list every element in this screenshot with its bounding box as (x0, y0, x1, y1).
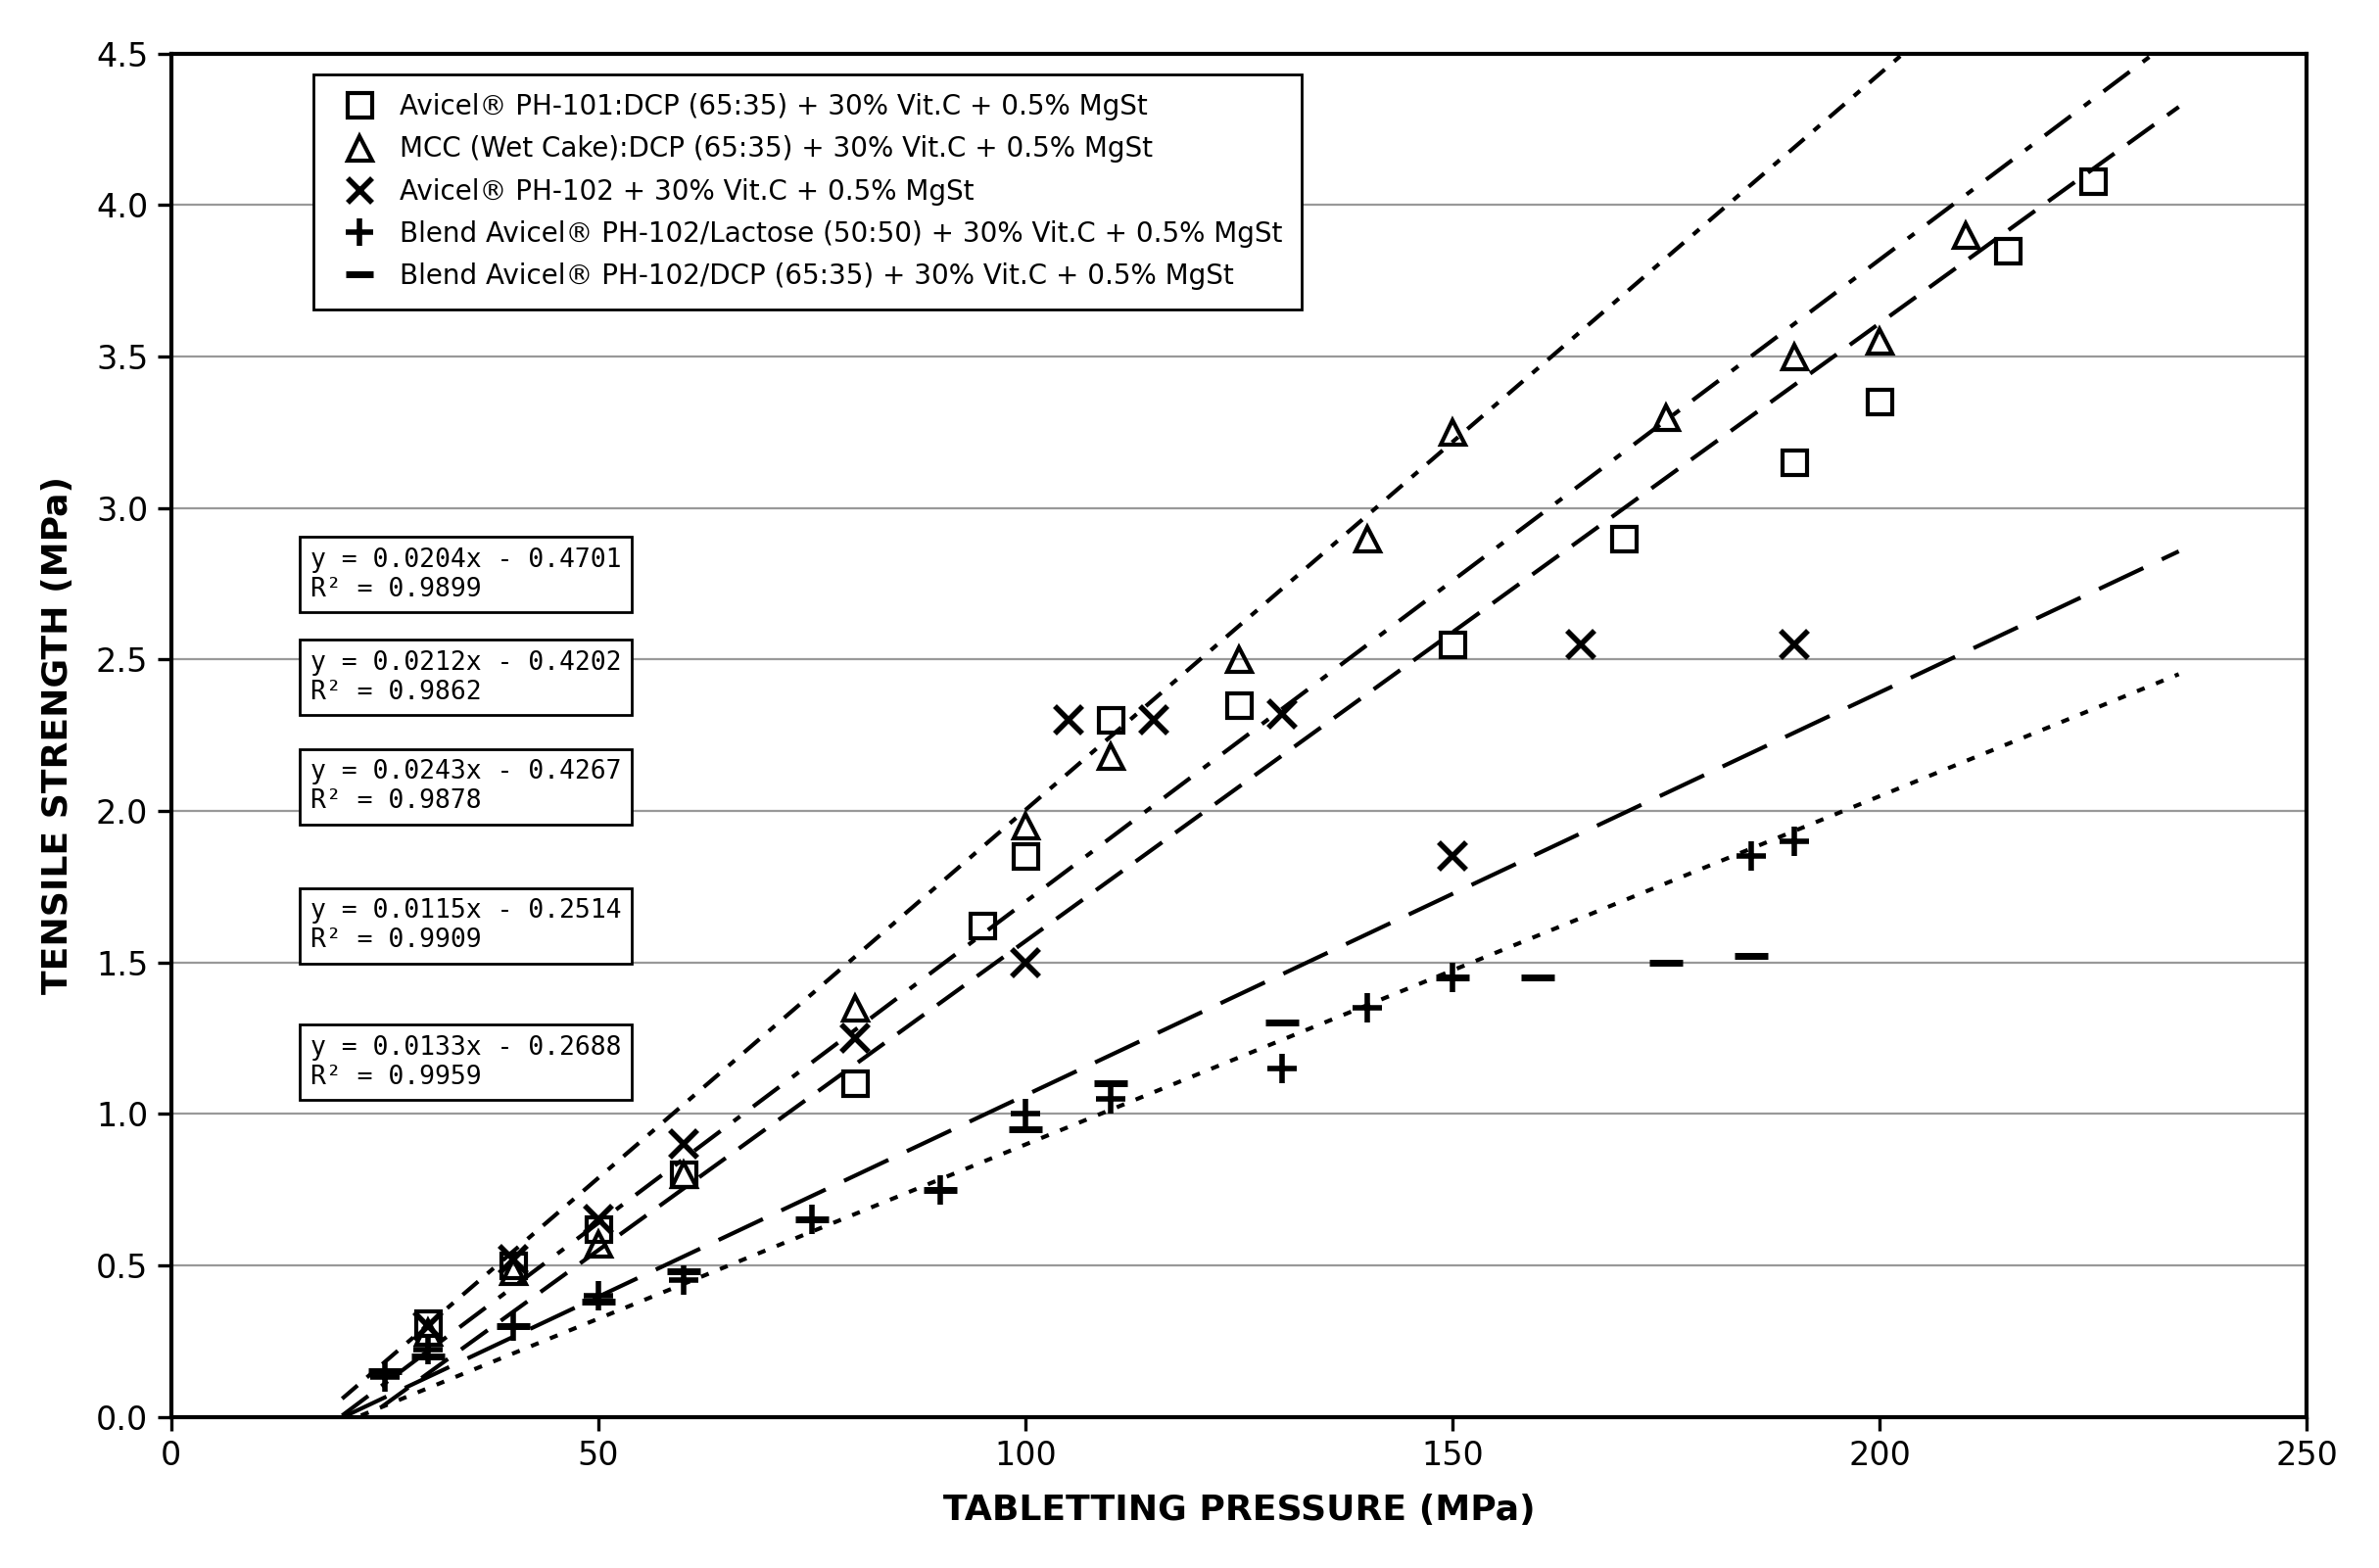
Text: y = 0.0204x - 0.4701
R² = 0.9899: y = 0.0204x - 0.4701 R² = 0.9899 (309, 547, 621, 602)
Text: y = 0.0243x - 0.4267
R² = 0.9878: y = 0.0243x - 0.4267 R² = 0.9878 (309, 759, 621, 814)
Text: y = 0.0115x - 0.2514
R² = 0.9909: y = 0.0115x - 0.2514 R² = 0.9909 (309, 898, 621, 953)
Y-axis label: TENSILE STRENGTH (MPa): TENSILE STRENGTH (MPa) (40, 477, 74, 994)
Text: y = 0.0133x - 0.2688
R² = 0.9959: y = 0.0133x - 0.2688 R² = 0.9959 (309, 1035, 621, 1090)
X-axis label: TABLETTING PRESSURE (MPa): TABLETTING PRESSURE (MPa) (942, 1494, 1534, 1527)
Text: y = 0.0212x - 0.4202
R² = 0.9862: y = 0.0212x - 0.4202 R² = 0.9862 (309, 651, 621, 706)
Legend: Avicel® PH-101:DCP (65:35) + 30% Vit.C + 0.5% MgSt, MCC (Wet Cake):DCP (65:35) +: Avicel® PH-101:DCP (65:35) + 30% Vit.C +… (314, 74, 1301, 309)
